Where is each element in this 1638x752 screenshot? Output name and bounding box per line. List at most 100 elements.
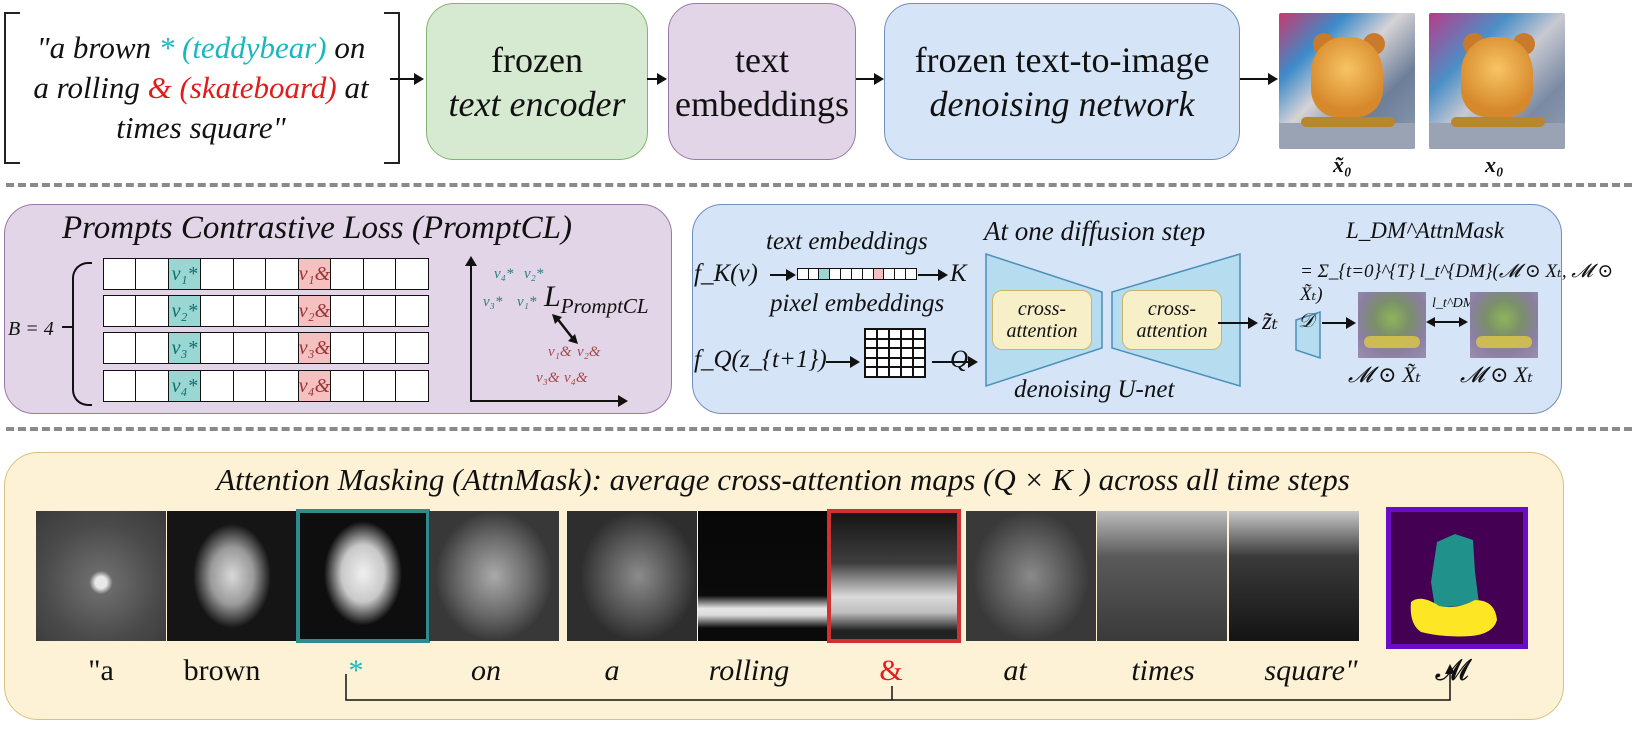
- double-arrow-icon: [1426, 317, 1468, 327]
- prompt-bracket-right: [384, 12, 400, 164]
- skate-embedding-cell: v₃&: [297, 332, 332, 364]
- attention-map: [1229, 511, 1359, 641]
- prompt-teddy-token: * (teddybear): [158, 30, 327, 65]
- attention-map: [167, 511, 297, 641]
- section-divider: [6, 427, 1632, 431]
- attention-map: [567, 511, 697, 641]
- teddy-embedding-cell: v₃*: [167, 332, 202, 364]
- attention-map: [429, 511, 559, 641]
- embedding-row: v₁* v₁&: [102, 258, 429, 290]
- pixel-embeddings-caption: pixel embeddings: [770, 290, 945, 317]
- denoiser-label: frozen text-to-image: [914, 39, 1210, 80]
- token-label: square": [1264, 654, 1358, 687]
- embedding-space-y-axis: [465, 256, 477, 402]
- segmentation-mask: [1386, 507, 1528, 649]
- text-embeddings-box: text embeddings: [668, 3, 856, 160]
- generated-image-pred: [1279, 13, 1415, 149]
- arrow-icon: [826, 356, 860, 368]
- arrow-icon: [918, 269, 948, 281]
- scatter-point: v₄*: [494, 266, 514, 282]
- aggregation-connector: [345, 664, 1455, 701]
- prompt-text: on: [326, 30, 366, 65]
- token-label: a: [604, 654, 620, 687]
- attention-map-skate: [827, 509, 961, 643]
- loss-symbol: L: [544, 280, 561, 313]
- text-encoder-box: frozen text encoder: [426, 3, 648, 160]
- scatter-point: v₃&: [536, 370, 560, 386]
- skate-embedding-cell: v₁&: [297, 258, 332, 290]
- attention-map: [1097, 511, 1227, 641]
- cross-attention-block-encoder: cross- attention: [992, 290, 1092, 350]
- cross-attention-label: attention: [1136, 320, 1208, 342]
- arrow-icon: [647, 73, 667, 85]
- teddy-embedding-cell: v₁*: [167, 258, 202, 290]
- arrow-icon: [932, 356, 978, 368]
- scatter-point: v₄&: [564, 370, 588, 386]
- prompt-bracket-left: [4, 12, 20, 164]
- prompt-text: "a brown: [36, 30, 159, 65]
- scatter-point: v₃*: [483, 294, 503, 310]
- diffusion-step-title: At one diffusion step: [984, 216, 1206, 246]
- prompt-text: a rolling: [33, 70, 148, 105]
- pair-loss-label: l_t^DM: [1432, 296, 1475, 311]
- embedding-row: v₄* v₄&: [102, 370, 429, 402]
- prompt-text: at: [336, 70, 369, 105]
- attnmask-loss-title: L_DM^AttnMask: [1346, 218, 1504, 243]
- brace-tip: [62, 326, 74, 328]
- decoder-label: 𝒟: [1298, 310, 1314, 332]
- arrow-icon: [856, 73, 884, 85]
- attnmask-loss-equation: = Σ_{t=0}^{T} l_t^{DM}(𝓜 ⊙ Xₜ, 𝓜 ⊙ X̃ₜ): [1300, 261, 1614, 305]
- text-encoder-label: frozen: [491, 39, 583, 80]
- scatter-point: v₂&: [577, 344, 601, 360]
- section-divider: [6, 183, 1632, 187]
- attention-map: [36, 511, 166, 641]
- cross-attention-label: cross-: [1147, 298, 1197, 320]
- scatter-point: v₁&: [548, 344, 572, 360]
- masked-groundtruth-image: [1470, 292, 1538, 358]
- token-label: on: [471, 654, 501, 687]
- arrow-icon: [770, 269, 796, 281]
- token-label: at: [1003, 654, 1027, 687]
- text-embeddings-label: text: [735, 39, 789, 80]
- attnmask-title: Attention Masking (AttnMask): average cr…: [216, 462, 1350, 497]
- teddy-embedding-cell: v₄*: [167, 370, 202, 402]
- fk-function-label: f_K(v): [694, 260, 758, 287]
- brace-icon: [72, 262, 92, 406]
- token-label-skate: &: [879, 654, 903, 687]
- latent-label: z̃ₜ: [1262, 308, 1278, 335]
- key-label: K: [950, 260, 967, 287]
- cross-attention-label: cross-: [1017, 298, 1067, 320]
- text-embeddings-caption: text embeddings: [766, 228, 928, 255]
- pixel-embedding-grid: [864, 328, 926, 378]
- masked-gt-label: 𝓜 ⊙ Xₜ: [1460, 362, 1533, 387]
- cross-attention-block-decoder: cross- attention: [1122, 290, 1222, 350]
- promptcl-loss-label: LPromptCL: [544, 280, 649, 319]
- scatter-point: v₂*: [524, 266, 544, 282]
- text-embeddings-sublabel: embeddings: [675, 83, 849, 124]
- denoising-network-box: frozen text-to-image denoising network: [884, 3, 1240, 160]
- arrow-icon: [390, 73, 424, 85]
- arrow-icon: [1218, 317, 1258, 329]
- text-encoder-sublabel: text encoder: [448, 83, 626, 124]
- query-label: Q: [950, 346, 969, 373]
- batch-size-label: B = 4: [8, 318, 54, 340]
- token-label: times: [1131, 654, 1195, 687]
- arrow-icon: [1240, 73, 1278, 85]
- prompt-text: times square": [116, 110, 286, 145]
- teddy-embedding-cell: v₂*: [167, 295, 202, 327]
- token-label: brown: [183, 654, 261, 687]
- embedding-space-x-axis: [470, 395, 628, 407]
- skate-embedding-cell: v₄&: [297, 370, 332, 402]
- scatter-point: v₁*: [517, 294, 537, 310]
- unet-label: denoising U-net: [1014, 376, 1175, 403]
- masked-prediction-image: [1358, 292, 1426, 358]
- token-label: rolling: [708, 654, 790, 687]
- attention-map: [698, 511, 828, 641]
- arrow-icon: [1322, 317, 1356, 329]
- denoiser-sublabel: denoising network: [929, 83, 1195, 124]
- cross-attention-label: attention: [1006, 320, 1078, 342]
- prompt-skate-token: & (skateboard): [147, 70, 337, 105]
- embedding-row: v₃* v₃&: [102, 332, 429, 364]
- decoder-icon: [1295, 310, 1321, 360]
- token-label-teddy: *: [348, 654, 364, 687]
